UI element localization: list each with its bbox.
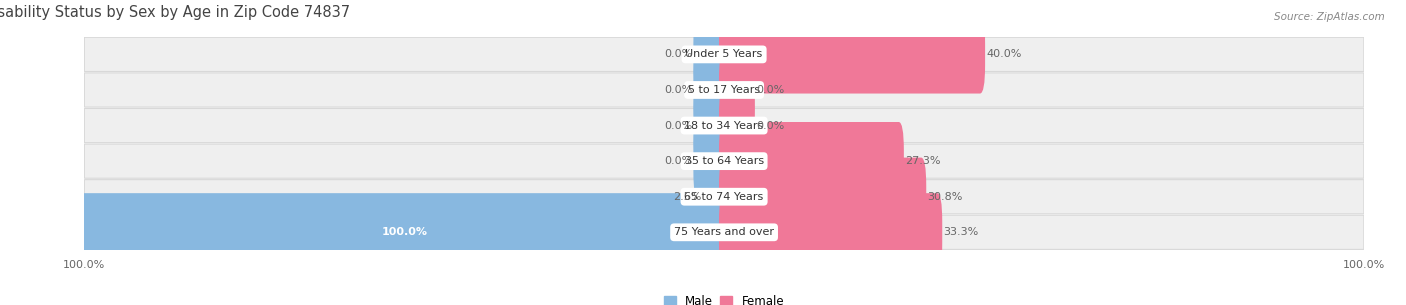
FancyBboxPatch shape: [718, 193, 942, 271]
Text: 0.0%: 0.0%: [664, 156, 692, 166]
Text: 5 to 17 Years: 5 to 17 Years: [688, 85, 761, 95]
Text: Disability Status by Sex by Age in Zip Code 74837: Disability Status by Sex by Age in Zip C…: [0, 5, 350, 20]
Text: Under 5 Years: Under 5 Years: [686, 49, 762, 59]
FancyBboxPatch shape: [693, 86, 730, 165]
FancyBboxPatch shape: [703, 158, 730, 236]
Text: 33.3%: 33.3%: [943, 227, 979, 237]
Text: 40.0%: 40.0%: [987, 49, 1022, 59]
FancyBboxPatch shape: [84, 215, 1364, 249]
FancyBboxPatch shape: [84, 109, 1364, 143]
Text: 30.8%: 30.8%: [928, 192, 963, 202]
Text: 0.0%: 0.0%: [756, 85, 785, 95]
FancyBboxPatch shape: [79, 193, 730, 271]
FancyBboxPatch shape: [718, 51, 755, 129]
FancyBboxPatch shape: [693, 122, 730, 200]
Text: 18 to 34 Years: 18 to 34 Years: [685, 120, 763, 131]
Text: Source: ZipAtlas.com: Source: ZipAtlas.com: [1274, 12, 1385, 22]
FancyBboxPatch shape: [718, 15, 986, 94]
Text: 75 Years and over: 75 Years and over: [673, 227, 775, 237]
FancyBboxPatch shape: [718, 86, 755, 165]
Text: 0.0%: 0.0%: [756, 120, 785, 131]
FancyBboxPatch shape: [84, 144, 1364, 178]
FancyBboxPatch shape: [84, 37, 1364, 71]
Legend: Male, Female: Male, Female: [659, 290, 789, 305]
FancyBboxPatch shape: [693, 51, 730, 129]
FancyBboxPatch shape: [718, 158, 927, 236]
Text: 35 to 64 Years: 35 to 64 Years: [685, 156, 763, 166]
Text: 100.0%: 100.0%: [381, 227, 427, 237]
Text: 2.5%: 2.5%: [673, 192, 702, 202]
FancyBboxPatch shape: [84, 180, 1364, 214]
FancyBboxPatch shape: [693, 15, 730, 94]
Text: 0.0%: 0.0%: [664, 85, 692, 95]
Text: 0.0%: 0.0%: [664, 120, 692, 131]
FancyBboxPatch shape: [718, 122, 904, 200]
FancyBboxPatch shape: [84, 73, 1364, 107]
Text: 65 to 74 Years: 65 to 74 Years: [685, 192, 763, 202]
Text: 0.0%: 0.0%: [664, 49, 692, 59]
Text: 27.3%: 27.3%: [905, 156, 941, 166]
